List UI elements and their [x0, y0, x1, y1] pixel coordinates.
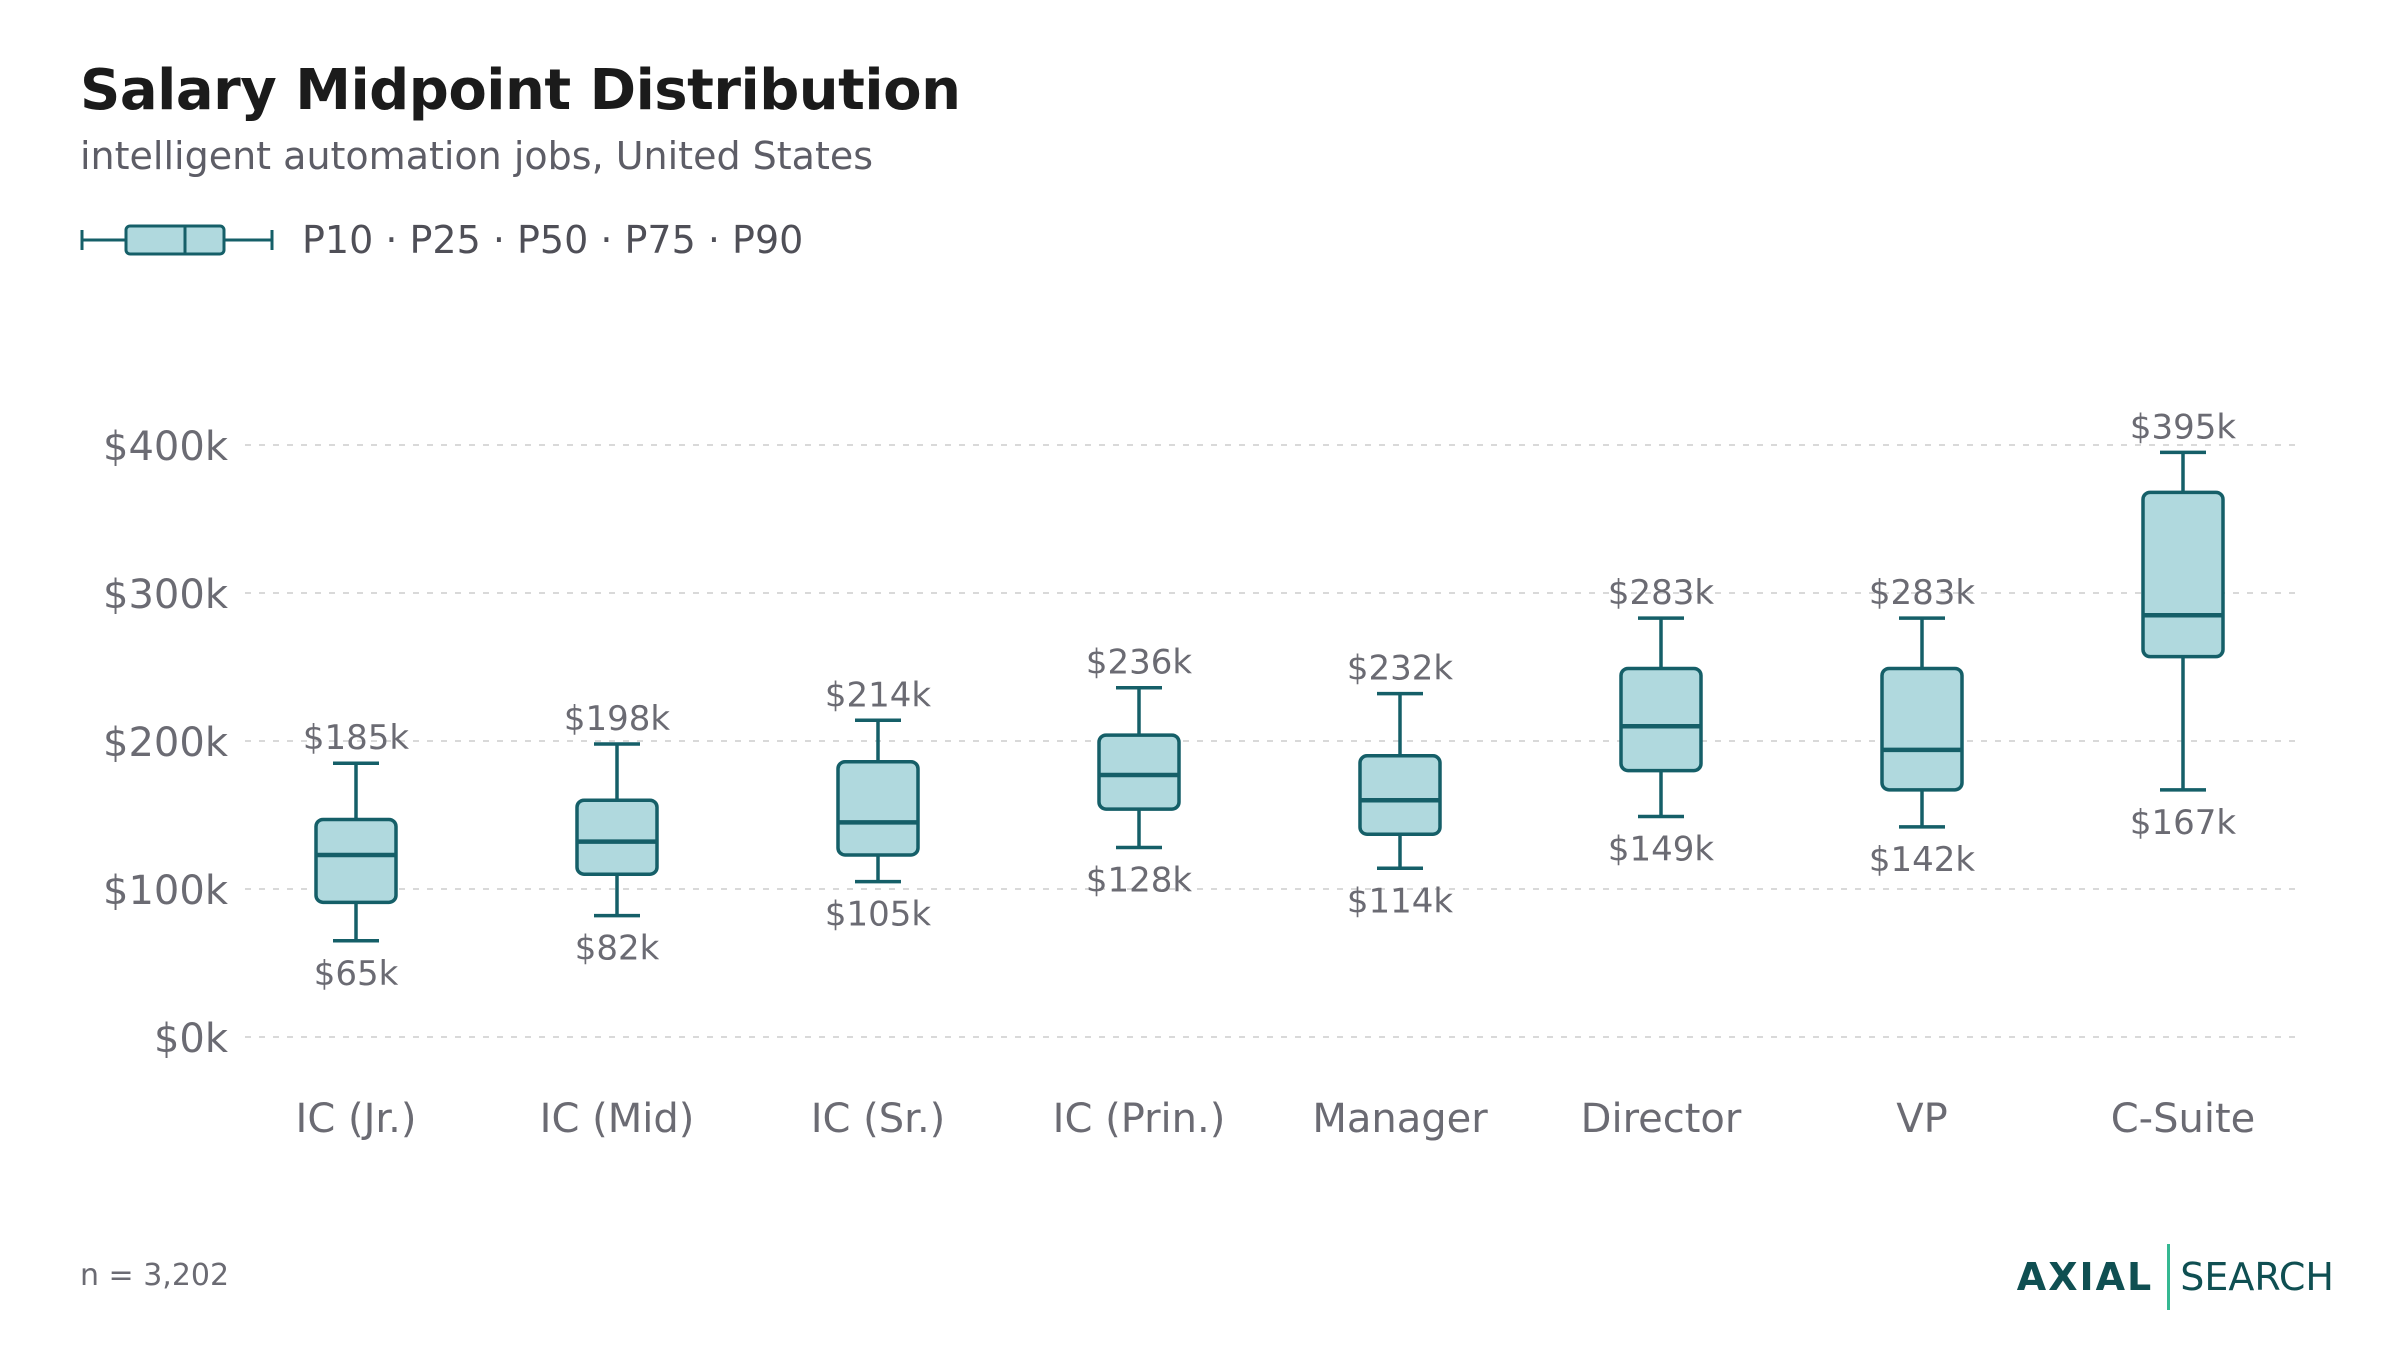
y-tick-label: $400k: [103, 424, 229, 470]
y-tick-label: $100k: [103, 868, 229, 914]
p90-label: $236k: [1086, 643, 1193, 683]
x-category-label: C-Suite: [2111, 1096, 2256, 1142]
p10-label: $128k: [1086, 861, 1193, 901]
y-tick-label: $0k: [154, 1016, 229, 1062]
p90-label: $232k: [1347, 649, 1454, 689]
x-category-label: VP: [1896, 1096, 1947, 1142]
sample-size-note: n = 3,202: [80, 1258, 230, 1293]
boxplot-legend-icon: [80, 224, 274, 256]
p10-label: $114k: [1347, 881, 1454, 921]
p90-label: $283k: [1869, 573, 1976, 613]
x-category-label: IC (Sr.): [811, 1096, 946, 1142]
chart-title: Salary Midpoint Distribution: [80, 58, 961, 123]
y-tick-label: $200k: [103, 720, 229, 766]
p90-label: $283k: [1608, 573, 1715, 613]
p10-label: $105k: [825, 895, 932, 935]
p10-label: $82k: [575, 929, 660, 969]
x-category-label: Manager: [1312, 1096, 1488, 1142]
legend: P10 · P25 · P50 · P75 · P90: [78, 212, 803, 268]
p10-label: $142k: [1869, 840, 1976, 880]
p10-label: $65k: [314, 954, 399, 994]
box-iqr: [1097, 733, 1181, 811]
x-category-label: IC (Prin.): [1053, 1096, 1226, 1142]
x-category-label: IC (Mid): [540, 1096, 695, 1142]
brand-name-primary: AXIAL: [2016, 1255, 2154, 1299]
chart-subtitle: intelligent automation jobs, United Stat…: [80, 134, 874, 178]
p90-label: $185k: [303, 718, 410, 758]
p90-label: $395k: [2130, 407, 2237, 447]
legend-label: P10 · P25 · P50 · P75 · P90: [302, 218, 804, 262]
brand-logo: AXIAL SEARCH: [2017, 1244, 2334, 1310]
box-iqr: [1619, 666, 1703, 773]
box-iqr: [2141, 490, 2225, 659]
brand-name-secondary: SEARCH: [2180, 1255, 2334, 1299]
brand-divider: [2167, 1244, 2171, 1310]
box-iqr: [1358, 754, 1442, 836]
box-iqr: [1880, 666, 1964, 792]
box-iqr: [836, 759, 920, 857]
box-iqr: [314, 817, 398, 905]
y-tick-label: $300k: [103, 572, 229, 618]
x-category-label: Director: [1581, 1096, 1742, 1142]
p90-label: $214k: [825, 675, 932, 715]
x-category-label: IC (Jr.): [296, 1096, 417, 1142]
p10-label: $149k: [1608, 829, 1715, 869]
p90-label: $198k: [564, 699, 671, 739]
p10-label: $167k: [2130, 803, 2237, 843]
box-iqr: [575, 798, 659, 876]
